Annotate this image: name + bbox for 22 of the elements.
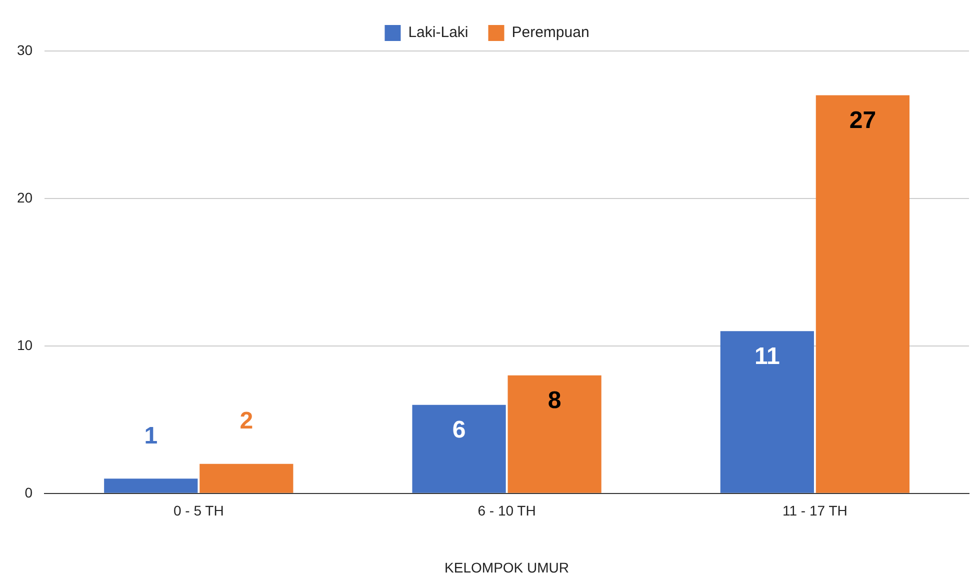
data-label: 8 xyxy=(548,387,562,414)
bar xyxy=(816,95,910,493)
y-tick-label: 30 xyxy=(16,42,33,58)
bar xyxy=(720,331,814,493)
bar xyxy=(412,404,506,493)
data-label: 1 xyxy=(144,422,158,450)
data-label: 2 xyxy=(240,408,254,435)
bar xyxy=(508,375,602,493)
x-tick-label: 11 - 17 TH xyxy=(782,502,848,519)
data-label: 11 xyxy=(754,342,780,370)
bar xyxy=(200,464,294,493)
legend-label: Perempuan xyxy=(512,24,590,42)
x-axis-title: KELOMPOK UMUR xyxy=(444,559,570,576)
x-tick-label: 6 - 10 TH xyxy=(478,502,536,519)
y-tick-label: 20 xyxy=(16,189,33,206)
x-tick-label: 0 - 5 TH xyxy=(173,502,224,519)
data-label: 6 xyxy=(452,416,466,444)
legend-label: Laki-Laki xyxy=(408,24,468,42)
y-tick-label: 10 xyxy=(16,336,33,353)
bar xyxy=(104,478,198,493)
y-tick-label: 0 xyxy=(24,484,33,500)
data-label: 27 xyxy=(849,106,876,134)
